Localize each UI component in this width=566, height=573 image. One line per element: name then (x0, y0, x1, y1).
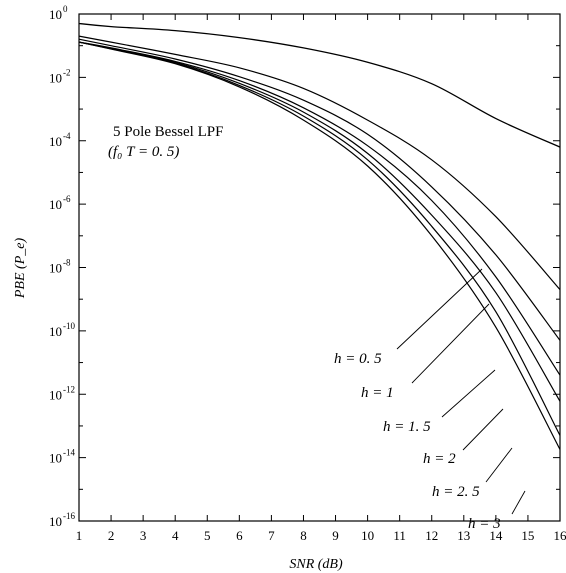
series-line (78, 38, 561, 341)
y-tick-label: 10 (49, 261, 62, 276)
curve-label-layer: h = 0. 5 h = 1 h = 1. 5 h = 2 h = 2. 5 h = 3 (334, 268, 526, 532)
series-line (78, 41, 561, 402)
x-tick-label: 16 (554, 528, 566, 543)
y-tick-exponent: -4 (63, 131, 71, 141)
x-tick-label: 10 (361, 528, 374, 543)
curve-label: h = 1 (361, 385, 394, 401)
plot-frame (78, 13, 561, 522)
y-axis-title: PBE (P_e) (13, 238, 28, 300)
curve-label-leader (396, 268, 483, 350)
x-tick-label: 1 (76, 528, 83, 543)
x-tick-label: 14 (489, 528, 503, 543)
series-line (78, 35, 561, 290)
x-tick-label: 12 (425, 528, 438, 543)
y-tick-label: 10 (49, 387, 62, 402)
y-tick-exponent: -14 (63, 448, 75, 458)
y-tick-exponent: -6 (63, 194, 71, 204)
x-tick-label: 11 (393, 528, 406, 543)
x-tick-label: 13 (457, 528, 470, 543)
curve-label: h = 1. 5 (383, 419, 431, 435)
curve-label: h = 2 (423, 451, 456, 467)
y-tick-exponent: -16 (63, 511, 75, 521)
y-tick-exponent: -8 (63, 258, 71, 268)
curve-label-leader (511, 490, 526, 515)
annotation-line-2: (f₀ T = 0. 5) (108, 144, 179, 160)
curve-label: h = 3 (468, 516, 501, 532)
y-tick-exponent: 0 (63, 4, 68, 14)
x-tick-label: 15 (521, 528, 534, 543)
x-tick-label: 4 (172, 528, 179, 543)
x-tick-label: 2 (108, 528, 115, 543)
y-tick-label: 10 (49, 451, 62, 466)
y-tick-label: 10 (49, 134, 62, 149)
curve-label: h = 0. 5 (334, 351, 382, 367)
x-tick-label: 9 (332, 528, 339, 543)
x-tick-label: 6 (236, 528, 243, 543)
x-axis-title: SNR (dB) (289, 557, 343, 572)
y-tick-exponent: -2 (63, 67, 71, 77)
y-tick-label: 10 (49, 514, 62, 529)
curve-label: h = 2. 5 (432, 484, 480, 500)
series-line (78, 41, 561, 450)
x-tick-label: 3 (140, 528, 147, 543)
annotation-line-1: 5 Pole Bessel LPF (113, 124, 223, 140)
x-axis: 1 2 3 4 5 6 7 8 9 10 11 12 13 14 15 16 (76, 14, 566, 543)
series-layer (78, 22, 561, 450)
y-tick-exponent: -10 (63, 321, 75, 331)
y-tick-label: 10 (49, 197, 62, 212)
x-tick-label: 5 (204, 528, 211, 543)
x-tick-label: 7 (268, 528, 275, 543)
y-tick-label: 10 (49, 7, 62, 22)
curve-label-leader (462, 408, 504, 451)
x-tick-label: 8 (300, 528, 307, 543)
curve-label-leader (485, 447, 513, 483)
series-line (78, 22, 561, 148)
series-line (78, 41, 561, 376)
y-tick-label: 10 (49, 324, 62, 339)
y-tick-label: 10 (49, 70, 62, 85)
curve-label-leader (441, 369, 496, 418)
y-tick-exponent: -12 (63, 384, 75, 394)
curve-label-leader (411, 303, 490, 384)
